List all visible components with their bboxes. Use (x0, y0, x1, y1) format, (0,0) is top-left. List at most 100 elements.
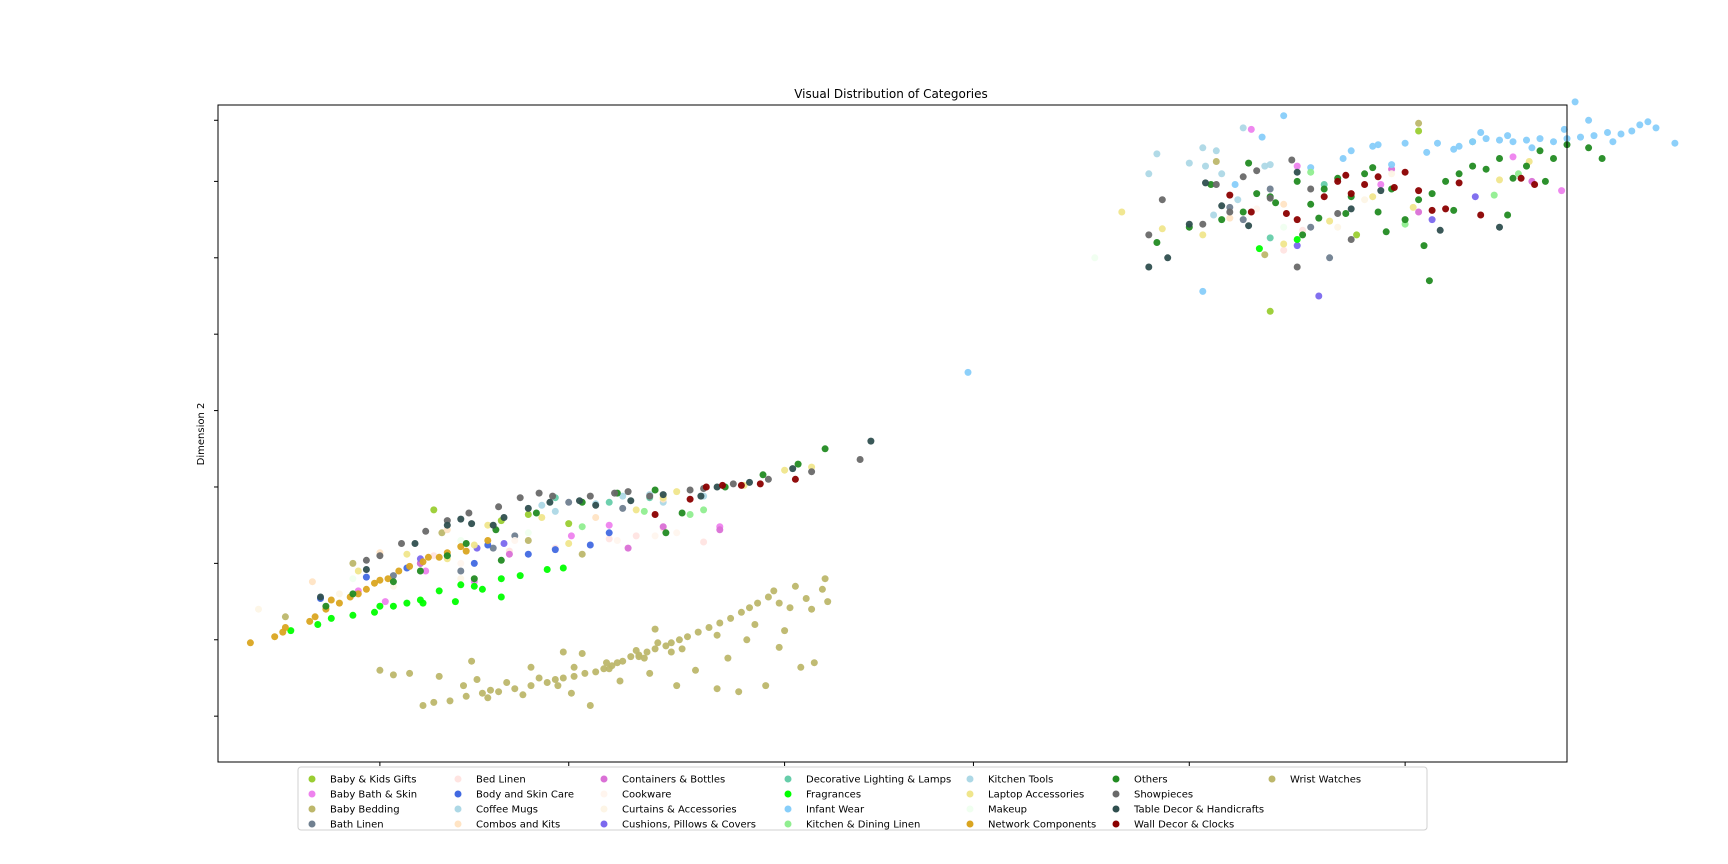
legend-marker (308, 775, 316, 783)
data-point (468, 657, 476, 665)
data-point (505, 550, 513, 558)
data-point (613, 659, 621, 667)
series-9 (457, 193, 1328, 567)
data-point (1342, 171, 1350, 179)
legend-marker (1112, 805, 1120, 813)
data-point (1199, 287, 1207, 295)
data-point (1401, 139, 1409, 147)
data-point (651, 625, 659, 633)
data-point (478, 689, 486, 697)
data-point (246, 639, 254, 647)
data-point (603, 659, 610, 667)
data-point (524, 511, 532, 518)
data-point (705, 624, 713, 631)
data-point (511, 537, 519, 544)
data-point (1293, 242, 1301, 250)
data-point (1288, 156, 1296, 164)
data-point (495, 688, 503, 696)
data-point (675, 636, 683, 644)
data-point (613, 537, 621, 544)
data-point (430, 552, 438, 560)
data-point (1253, 190, 1261, 198)
data-point (1361, 170, 1369, 178)
data-point (349, 590, 357, 598)
data-point (684, 633, 691, 641)
data-point (1442, 177, 1450, 185)
data-point (578, 550, 586, 558)
legend-label: Combos and Kits (476, 820, 560, 831)
legend-marker (454, 820, 462, 828)
data-point (1536, 147, 1544, 155)
data-point (362, 566, 370, 573)
data-point (1415, 127, 1423, 135)
data-point (516, 494, 524, 502)
series-16 (551, 159, 1274, 515)
data-point (1282, 210, 1290, 217)
data-point (1604, 129, 1611, 136)
data-point (271, 633, 279, 641)
data-point (1307, 168, 1315, 176)
legend-label: Bath Linen (330, 820, 384, 831)
data-point (549, 492, 557, 500)
data-point (411, 540, 419, 547)
data-point (565, 540, 573, 547)
data-point (314, 621, 322, 628)
data-point (1293, 236, 1301, 243)
data-point (1202, 179, 1209, 187)
data-point (554, 682, 562, 690)
series-7 (308, 200, 1288, 586)
data-point (1415, 208, 1423, 216)
data-point (743, 636, 751, 644)
legend-label: Containers & Bottles (622, 775, 725, 786)
data-point (700, 538, 708, 546)
data-point (1258, 133, 1266, 141)
data-point (624, 544, 632, 552)
data-point (964, 368, 972, 376)
data-point (1482, 165, 1490, 173)
data-point (1239, 124, 1247, 132)
data-point (600, 665, 608, 673)
data-point (1496, 223, 1503, 231)
data-point (1245, 222, 1253, 230)
data-point (1471, 193, 1479, 201)
data-point (1377, 187, 1385, 195)
data-point (1164, 254, 1172, 262)
data-point (770, 587, 778, 595)
data-point (1636, 121, 1644, 129)
data-point (735, 688, 743, 696)
data-point (524, 537, 532, 544)
data-point (1218, 216, 1226, 224)
data-point (821, 575, 829, 583)
data-point (1239, 208, 1247, 216)
data-point (435, 553, 443, 561)
series-6 (538, 124, 1269, 509)
legend-label: Wrist Watches (1290, 775, 1361, 786)
data-point (473, 676, 481, 683)
data-point (438, 529, 446, 537)
data-point (619, 492, 627, 500)
data-point (551, 676, 559, 683)
data-point (1369, 164, 1377, 172)
data-point (457, 537, 465, 544)
data-point (1342, 210, 1350, 217)
series-19 (246, 537, 492, 647)
data-point (592, 501, 600, 509)
data-point (451, 598, 459, 606)
data-point (497, 575, 505, 583)
data-point (489, 521, 497, 529)
data-point (1415, 196, 1423, 204)
legend-label: Table Decor & Handicrafts (1133, 805, 1264, 816)
data-point (500, 540, 508, 547)
legend: Baby & Kids Gifts Baby Bath & Skin Baby Be… (297, 766, 1428, 831)
data-point (1307, 200, 1315, 208)
data-point (781, 466, 789, 474)
data-point (578, 650, 586, 657)
legend-label: Baby & Kids Gifts (330, 775, 416, 786)
legend-label: Cookware (622, 790, 671, 801)
data-point (489, 544, 497, 552)
data-point (775, 643, 783, 651)
data-point (1450, 206, 1458, 214)
data-point (1293, 168, 1301, 176)
data-point (1550, 155, 1557, 162)
data-point (754, 599, 762, 607)
